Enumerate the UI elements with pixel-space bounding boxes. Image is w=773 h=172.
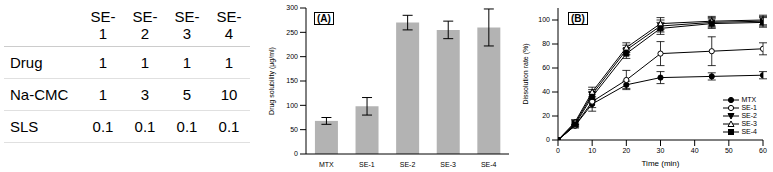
svg-text:Drug solubility (μg/ml): Drug solubility (μg/ml) (268, 47, 276, 115)
html-text:SE-2: SE-2 (132, 8, 158, 42)
html-text:SE-1: SE-1 (741, 104, 757, 111)
svg-text:SE-4: SE-4 (481, 161, 497, 168)
svg-text:40: 40 (542, 88, 550, 95)
html-text:1: 1 (182, 54, 192, 71)
html-text:SE-4: SE-4 (216, 8, 242, 42)
svg-text:60: 60 (542, 64, 550, 71)
html-text:Drug: Drug (10, 54, 43, 71)
html-text:10: 10 (220, 86, 238, 103)
html-text:SE-2: SE-2 (741, 112, 757, 119)
html-text:Na-CMC: Na-CMC (10, 86, 69, 103)
svg-text:10: 10 (588, 147, 596, 154)
svg-text:0: 0 (294, 150, 298, 157)
svg-text:Dissolution rate (%): Dissolution rate (%) (522, 43, 530, 104)
html-text:0.1: 0.1 (176, 118, 198, 135)
html-text:0.1: 0.1 (92, 118, 114, 135)
svg-text:20: 20 (542, 112, 550, 119)
html-text:1: 1 (98, 54, 108, 71)
svg-text:SE-2: SE-2 (400, 161, 416, 168)
svg-text:Time (min): Time (min) (642, 159, 680, 168)
html-text:3: 3 (140, 86, 150, 103)
html-text:SLS: SLS (10, 118, 39, 135)
svg-text:0: 0 (546, 136, 550, 143)
html-text:SE-1: SE-1 (90, 8, 116, 42)
svg-text:60: 60 (759, 147, 765, 154)
svg-text:100: 100 (286, 102, 298, 109)
svg-text:200: 200 (286, 53, 298, 60)
svg-text:50: 50 (725, 147, 733, 154)
html-text:SE-4: SE-4 (741, 128, 757, 135)
svg-text:SE-1: SE-1 (359, 161, 375, 168)
svg-text:30: 30 (657, 147, 665, 154)
svg-text:20: 20 (622, 147, 630, 154)
html-text:1: 1 (140, 54, 150, 71)
html-text:0.1: 0.1 (218, 118, 240, 135)
html-text:1: 1 (98, 86, 108, 103)
svg-text:150: 150 (286, 77, 298, 84)
html-text:5: 5 (182, 86, 192, 103)
svg-text:50: 50 (290, 126, 298, 133)
html-text:(B): (B) (571, 13, 585, 24)
html-text:SE-3: SE-3 (741, 120, 757, 127)
svg-text:100: 100 (538, 16, 550, 23)
svg-text:250: 250 (286, 29, 298, 36)
html-text:MTX: MTX (741, 96, 757, 103)
svg-text:0: 0 (556, 147, 560, 154)
html-text:0.1: 0.1 (134, 118, 156, 135)
svg-text:SE-3: SE-3 (440, 161, 456, 168)
svg-text:300: 300 (286, 4, 298, 11)
svg-text:MTX: MTX (319, 161, 334, 168)
svg-text:80: 80 (542, 40, 550, 47)
html-text:SE-3: SE-3 (174, 8, 200, 42)
html-text:(A): (A) (317, 13, 331, 24)
svg-text:40: 40 (691, 147, 699, 154)
html-text:1: 1 (224, 54, 234, 71)
